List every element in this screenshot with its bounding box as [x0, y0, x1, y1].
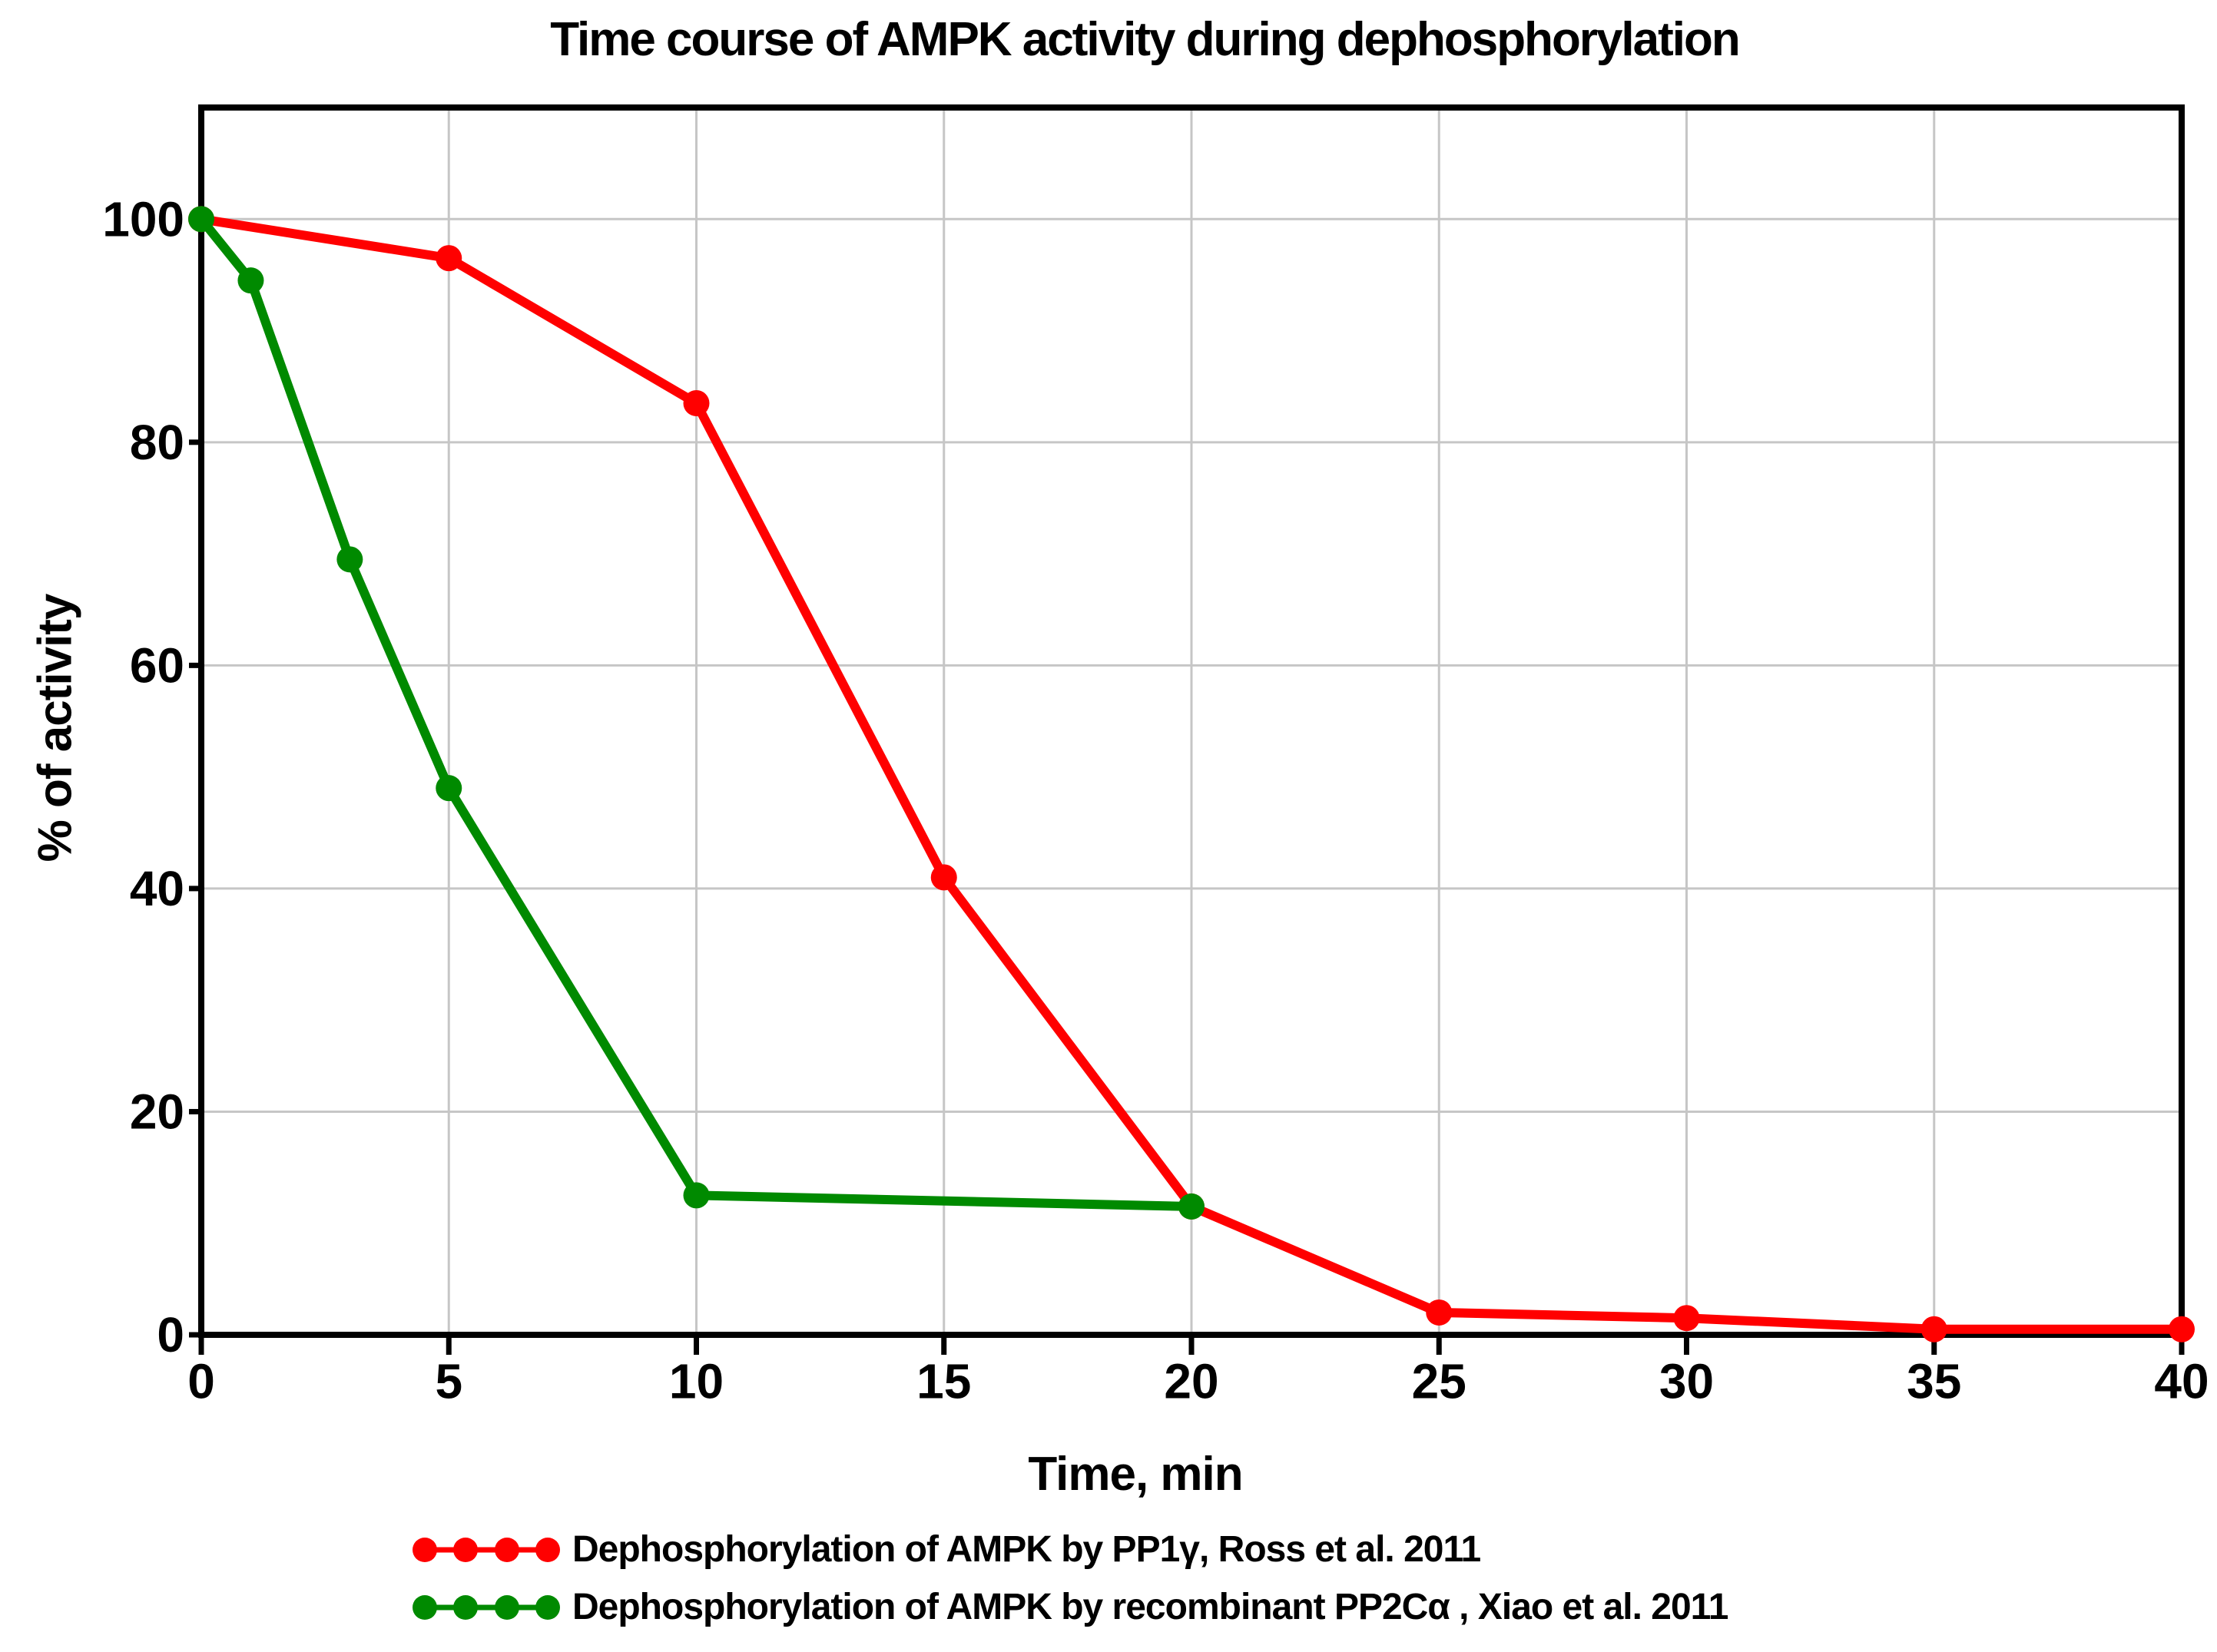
legend-marker-dot	[413, 1595, 437, 1620]
legend-marker-dot	[535, 1538, 560, 1562]
data-point	[1426, 1299, 1453, 1326]
legend-label-pp2calpha: Dephosphorylation of AMPK by recombinant…	[572, 1587, 1728, 1627]
legend-marker-pp1gamma	[413, 1538, 560, 1562]
legend-marker-dot	[413, 1538, 437, 1562]
data-point	[1673, 1305, 1700, 1332]
series-line	[197, 214, 1196, 1211]
legend-marker-dot	[535, 1595, 560, 1620]
series-1	[188, 206, 1205, 1220]
x-tick-label: 40	[2154, 1353, 2209, 1409]
legend-label-pp1gamma: Dephosphorylation of AMPK by PP1γ, Ross …	[572, 1529, 1481, 1570]
data-point	[237, 267, 264, 294]
x-tick-label: 10	[669, 1353, 724, 1409]
y-tick-label: 0	[157, 1307, 184, 1362]
data-point	[336, 546, 363, 573]
x-axis-title: Time, min	[1028, 1448, 1243, 1501]
y-tick-label: 80	[130, 415, 184, 470]
data-point	[683, 1182, 710, 1209]
legend-marker-dot	[453, 1595, 478, 1620]
legend-marker-dot	[495, 1595, 519, 1620]
y-tick-label: 60	[130, 637, 184, 693]
gridlines	[201, 108, 2182, 1335]
legend-marker-dot	[453, 1538, 478, 1562]
x-tick-label: 25	[1412, 1353, 1466, 1409]
data-point	[683, 389, 710, 416]
y-tick-label: 20	[130, 1084, 184, 1139]
data-point	[188, 206, 214, 233]
chart-title: Time course of AMPK activity during deph…	[550, 13, 1741, 66]
x-tick-label: 35	[1907, 1353, 1961, 1409]
legend-marker-dot	[495, 1538, 519, 1562]
y-tick-label: 100	[102, 191, 184, 247]
legend-marker-pp2calpha	[413, 1595, 560, 1620]
x-tick-label: 20	[1164, 1353, 1218, 1409]
x-tick-label: 30	[1659, 1353, 1714, 1409]
data-point	[436, 245, 462, 272]
x-tick-label: 0	[187, 1353, 215, 1409]
x-tick-label: 5	[435, 1353, 462, 1409]
x-tick-label: 15	[916, 1353, 971, 1409]
axes: 0 5 10 15 20 25 30 35 40 0 20 40 60 80 100	[102, 104, 2209, 1409]
y-tick-label: 40	[130, 861, 184, 916]
data-point	[1178, 1193, 1205, 1220]
data-point	[930, 864, 957, 891]
data-point	[1920, 1316, 1947, 1342]
y-axis-title: % of activity	[28, 594, 82, 862]
data-point	[2169, 1316, 2195, 1342]
data-point	[436, 775, 462, 802]
